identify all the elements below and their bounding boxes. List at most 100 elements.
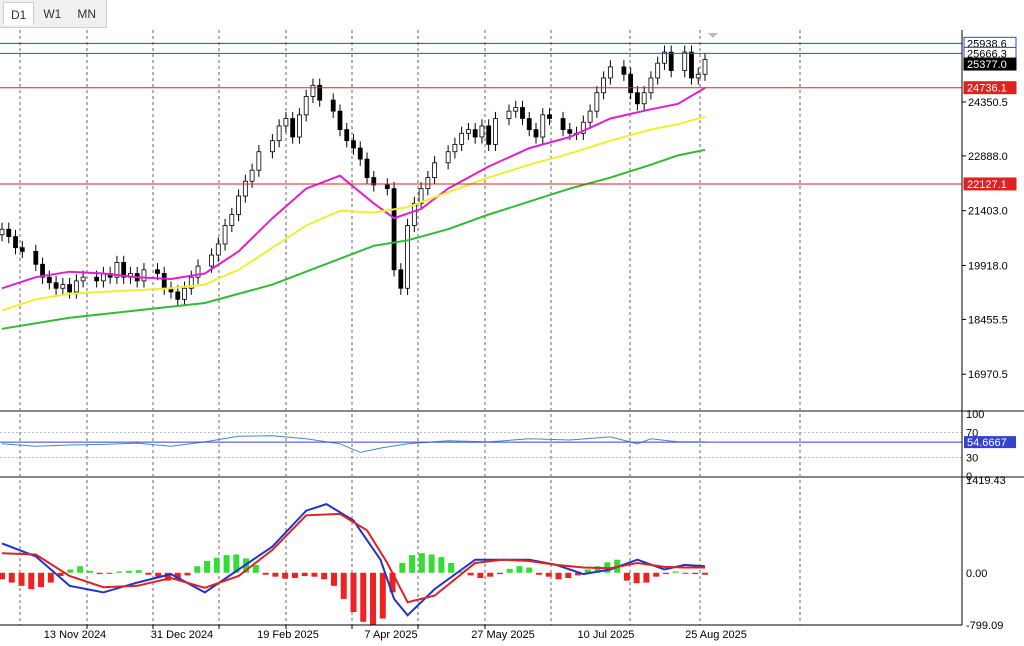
- macd-histogram-bar: [448, 562, 455, 573]
- macd-histogram-bar: [682, 572, 689, 574]
- candle-body: [188, 276, 194, 289]
- macd-histogram-bar: [57, 572, 64, 577]
- macd-histogram-bar: [692, 572, 699, 575]
- candle-body: [628, 73, 634, 94]
- macd-histogram-bar: [643, 572, 650, 583]
- price-tick-label: 19918.0: [968, 260, 1008, 272]
- price-label: 24736.1: [967, 83, 1007, 95]
- candle-body: [94, 276, 100, 282]
- rsi-tick-label: 100: [966, 409, 984, 421]
- candle-body: [161, 273, 167, 289]
- macd-histogram-bar: [457, 571, 464, 573]
- candle-body: [0, 228, 5, 236]
- tab-d1[interactable]: D1: [3, 2, 35, 25]
- candle-body: [567, 129, 573, 134]
- candle-body: [19, 247, 25, 252]
- panel-separator: [0, 410, 1024, 412]
- candle-body: [520, 107, 525, 119]
- candle-body: [486, 125, 492, 145]
- candle-body: [229, 214, 235, 226]
- macd-line-macd_line: [1, 503, 706, 617]
- macd-histogram-bar: [233, 554, 240, 573]
- macd-histogram-bar: [125, 570, 132, 573]
- macd-histogram-bar: [545, 572, 552, 577]
- macd-histogram-bar: [477, 572, 484, 579]
- macd-histogram-bar: [418, 553, 425, 573]
- candle-body: [466, 129, 471, 134]
- candle-body: [269, 140, 275, 153]
- candle-body: [513, 107, 519, 112]
- candle-body: [695, 73, 701, 79]
- macd-histogram-bar: [330, 572, 337, 586]
- macd-histogram-bar: [565, 572, 572, 579]
- candle-body: [425, 177, 431, 190]
- candle-body: [121, 262, 127, 278]
- price-label: 25377.0: [967, 59, 1007, 71]
- ma-line-ma_slow: [1, 148, 706, 330]
- axis-labels: 24350.5 22888.0 21403.0 19918.0 18455.5 16970…: [44, 36, 1017, 641]
- candle-body: [330, 99, 336, 112]
- macd-histogram-bar: [526, 567, 533, 573]
- candle-body: [317, 84, 323, 101]
- tab-w1[interactable]: W1: [43, 7, 62, 21]
- candle-body: [641, 92, 647, 105]
- candle-body: [635, 92, 640, 105]
- candle-body: [215, 243, 221, 256]
- macd-line-signal_line: [1, 512, 705, 604]
- macd-histogram-bar: [272, 572, 279, 577]
- candle-body: [607, 66, 613, 79]
- macd-histogram-bar: [506, 568, 513, 573]
- macd-histogram-bar: [516, 566, 523, 573]
- price-label-box: [963, 177, 1017, 191]
- price-tick-label: 24350.5: [968, 97, 1008, 109]
- candle-body: [418, 188, 424, 204]
- candle-body: [472, 129, 478, 138]
- candle-body: [601, 77, 607, 94]
- date-label: 19 Feb 2025: [257, 629, 319, 641]
- price-label-box: [963, 81, 1017, 95]
- macd-histogram-bar: [575, 572, 582, 576]
- candle-body: [195, 265, 201, 278]
- axes: [0, 30, 1024, 629]
- macd-histogram-bar: [409, 555, 416, 573]
- candle-body: [533, 129, 539, 138]
- macd-histogram-bar: [487, 572, 494, 577]
- macd-histogram-bar: [536, 572, 543, 575]
- candle-body: [560, 118, 566, 131]
- macd-histogram-bar: [116, 571, 123, 573]
- macd-histogram-bar: [428, 554, 435, 573]
- candle-body: [682, 51, 688, 71]
- candle-body: [493, 118, 498, 145]
- macd-histogram-bar: [496, 572, 503, 575]
- candle-body: [256, 151, 262, 171]
- rsi-line: [1, 435, 705, 453]
- macd-histogram-bar: [155, 572, 162, 577]
- date-label: 25 Aug 2025: [685, 629, 747, 641]
- macd-histogram-bar: [8, 572, 15, 583]
- candle-body: [547, 114, 552, 119]
- candle-body: [405, 225, 410, 289]
- macd-histogram-bar: [653, 572, 660, 577]
- candle-body: [702, 59, 708, 75]
- candle-body: [351, 140, 356, 149]
- macd-histogram-bar: [321, 572, 328, 580]
- rsi-tick-label: 0: [966, 471, 972, 483]
- date-label: 7 Apr 2025: [364, 629, 417, 641]
- macd-tick-label: 0.00: [966, 568, 987, 580]
- macd-histogram-bar: [145, 572, 152, 575]
- tab-mn[interactable]: MN: [77, 7, 97, 21]
- candle-body: [364, 158, 370, 178]
- price-candles: [0, 45, 708, 306]
- candle-body: [310, 84, 316, 97]
- macd-histogram-bar: [194, 566, 201, 573]
- macd-histogram-bar: [18, 572, 25, 586]
- candle-body: [236, 195, 241, 215]
- candle-body: [411, 202, 417, 226]
- macd-histogram-bar: [38, 572, 45, 588]
- candle-body: [46, 276, 52, 284]
- candle-body: [114, 262, 120, 278]
- candle-body: [580, 121, 586, 134]
- macd-histogram-bar: [47, 572, 54, 583]
- indicator-lines: [1, 87, 706, 617]
